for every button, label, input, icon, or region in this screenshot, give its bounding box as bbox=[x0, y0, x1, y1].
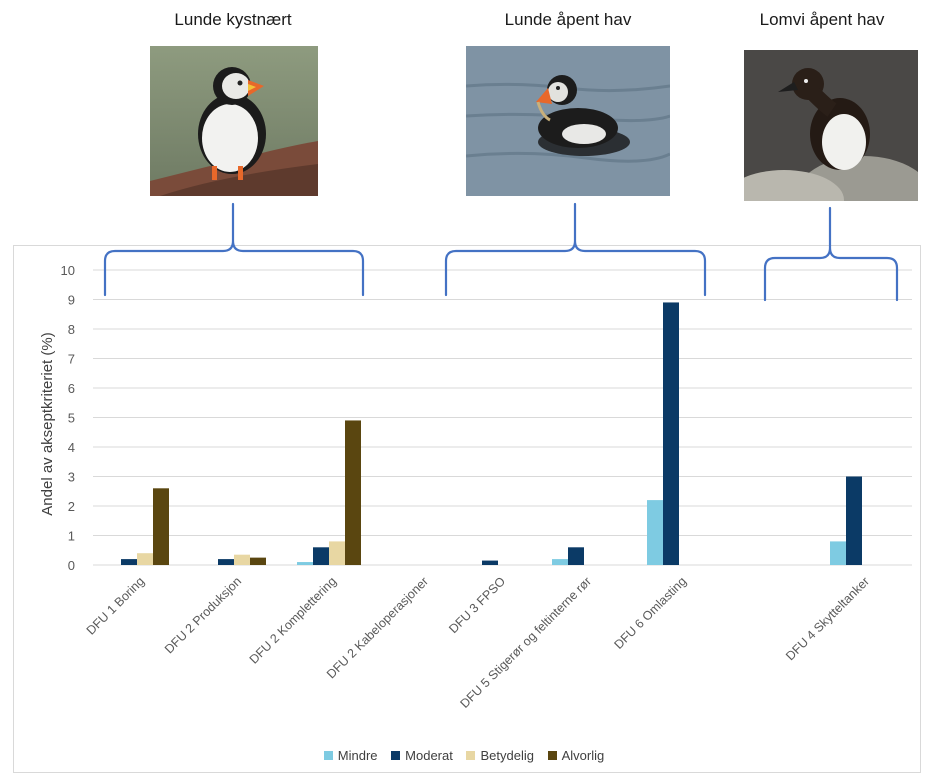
group-bracket bbox=[763, 206, 899, 302]
bar-mindre-6 bbox=[552, 559, 568, 565]
legend-swatch-mindre bbox=[323, 751, 333, 760]
legend-label-alvorlig: Alvorlig bbox=[561, 748, 605, 763]
puffin-open-sea-photo bbox=[466, 46, 670, 196]
bar-betydelig-3 bbox=[329, 541, 345, 565]
bar-moderat-3 bbox=[313, 547, 329, 565]
legend-label-betydelig: Betydelig bbox=[480, 748, 534, 763]
legend-item-moderat: Moderat bbox=[391, 748, 453, 763]
y-tick-label: 9 bbox=[68, 293, 75, 308]
y-axis-ticks: 0 1 2 3 4 5 6 7 8 9 10 bbox=[61, 263, 75, 573]
chart-frame bbox=[13, 245, 921, 773]
legend-swatch-moderat bbox=[391, 751, 401, 760]
legend-label-moderat: Moderat bbox=[405, 748, 453, 763]
y-tick-label: 10 bbox=[61, 263, 75, 278]
bar-mindre-7 bbox=[647, 500, 663, 565]
bar-moderat-7 bbox=[663, 302, 679, 565]
group-bracket bbox=[444, 202, 707, 297]
bar-moderat-1 bbox=[121, 559, 137, 565]
legend-item-betydelig: Betydelig bbox=[466, 748, 534, 763]
bar-moderat-5 bbox=[482, 560, 498, 565]
x-axis-labels: DFU 1 Boring DFU 2 Produksjon DFU 2 Komple… bbox=[84, 574, 872, 711]
legend-item-mindre: Mindre bbox=[323, 748, 378, 763]
bar-mindre-8 bbox=[830, 541, 846, 565]
legend-label-mindre: Mindre bbox=[337, 748, 378, 763]
x-tick-label: DFU 3 FPSO bbox=[446, 574, 508, 636]
legend-swatch-alvorlig bbox=[547, 751, 557, 760]
y-tick-label: 7 bbox=[68, 352, 75, 367]
guillemot-photo bbox=[744, 50, 918, 201]
y-tick-label: 0 bbox=[68, 558, 75, 573]
x-tick-label: DFU 2 Produksjon bbox=[162, 574, 244, 656]
x-tick-label: DFU 6 Omlasting bbox=[611, 574, 689, 652]
y-tick-label: 6 bbox=[68, 381, 75, 396]
x-tick-label: DFU 4 Skytteltanker bbox=[783, 574, 872, 663]
y-tick-label: 1 bbox=[68, 529, 75, 544]
bar-alvorlig-1 bbox=[153, 488, 169, 565]
group-title-lomvi-apent-hav: Lomvi åpent hav bbox=[759, 10, 885, 29]
puffin-coastal-photo bbox=[150, 46, 318, 196]
y-tick-label: 5 bbox=[68, 411, 75, 426]
x-tick-label: DFU 2 Komplettering bbox=[247, 574, 339, 666]
bars bbox=[121, 302, 862, 565]
bar-betydelig-2 bbox=[234, 554, 250, 565]
legend: Mindre Moderat Betydelig Alvorlig bbox=[0, 748, 928, 763]
y-tick-label: 2 bbox=[68, 499, 75, 514]
group-bracket bbox=[103, 202, 365, 297]
group-brackets bbox=[103, 202, 899, 302]
bar-moderat-8 bbox=[846, 476, 862, 565]
legend-item-alvorlig: Alvorlig bbox=[547, 748, 605, 763]
bar-betydelig-1 bbox=[137, 553, 153, 565]
x-tick-label: DFU 1 Boring bbox=[84, 574, 147, 637]
legend-swatch-betydelig bbox=[466, 751, 476, 760]
bar-alvorlig-2 bbox=[250, 557, 266, 565]
group-title-lunde-apent-hav: Lunde åpent hav bbox=[504, 10, 632, 29]
y-tick-label: 3 bbox=[68, 470, 75, 485]
bar-mindre-3 bbox=[297, 562, 313, 565]
y-tick-label: 8 bbox=[68, 322, 75, 337]
y-tick-label: 4 bbox=[68, 440, 75, 455]
x-tick-label: DFU 2 Kabeloperasjoner bbox=[324, 574, 431, 681]
bar-moderat-6 bbox=[568, 547, 584, 565]
bar-moderat-2 bbox=[218, 559, 234, 565]
y-axis-label: Andel av akseptkriteriet (%) bbox=[39, 332, 56, 515]
bar-alvorlig-3 bbox=[345, 420, 361, 565]
group-title-lunde-kystnaert: Lunde kystnært bbox=[174, 10, 292, 29]
gridlines bbox=[93, 269, 912, 566]
